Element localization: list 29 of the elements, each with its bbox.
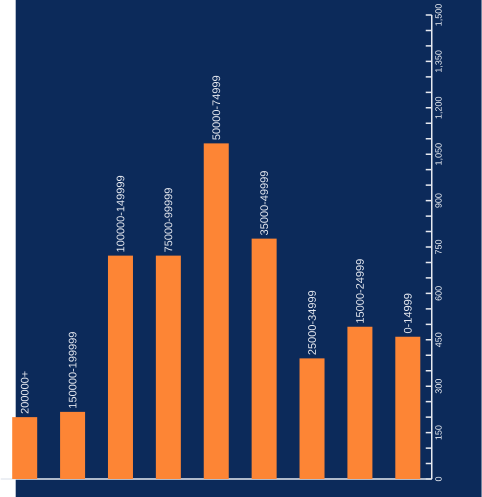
y-tick-label: 1,050 <box>435 143 443 165</box>
y-tick-label: 150 <box>435 425 442 440</box>
bar <box>252 238 277 479</box>
y-tick-label: 450 <box>435 332 442 348</box>
bar <box>348 326 373 479</box>
x-tick-label: 50000-74999 <box>212 76 220 140</box>
bar <box>156 256 182 479</box>
y-tick-label: 1,500 <box>435 4 443 26</box>
x-tick-label: 15000-24999 <box>356 259 364 323</box>
x-tick-label: 150000-199999 <box>68 332 77 408</box>
bar <box>204 143 229 479</box>
y-tick-label: 600 <box>435 286 442 300</box>
y-tick-label: 300 <box>435 379 442 394</box>
y-tick-label: 0 <box>435 476 442 482</box>
bar <box>395 336 420 479</box>
x-tick-label: 75000-99999 <box>164 188 172 252</box>
x-tick-label: 0-14999 <box>404 294 412 334</box>
bar <box>300 358 325 479</box>
y-tick-label: 1,200 <box>435 96 443 118</box>
x-tick-label: 35000-49999 <box>260 171 268 236</box>
bar <box>60 412 86 479</box>
bar <box>12 417 38 479</box>
y-tick-label: 900 <box>435 193 442 208</box>
y-tick-label: 750 <box>435 240 442 254</box>
x-tick-label: 25000-34999 <box>308 290 316 355</box>
x-tick-label: 100000-149999 <box>116 176 125 252</box>
bar <box>108 256 134 479</box>
y-tick-label: 1,350 <box>435 50 443 72</box>
x-tick-label: 200000+ <box>20 371 29 414</box>
